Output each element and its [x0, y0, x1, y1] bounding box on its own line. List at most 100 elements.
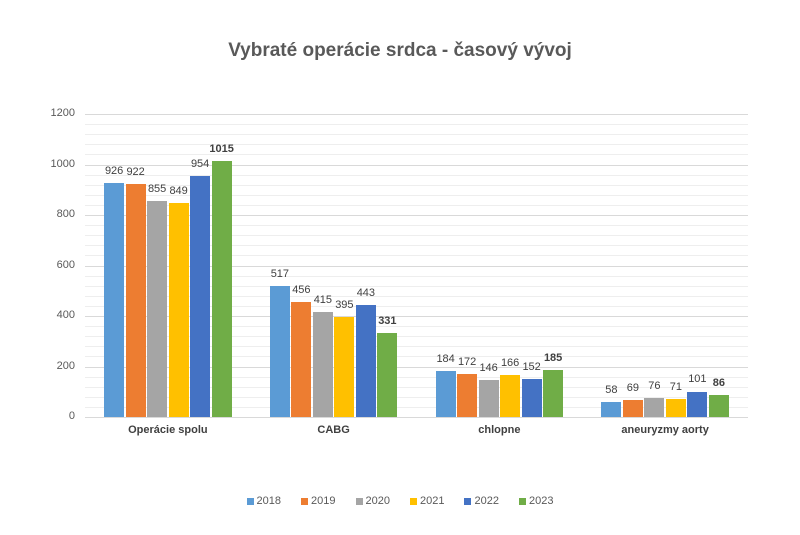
- data-label: 517: [270, 268, 290, 281]
- bar-2019: [125, 184, 146, 417]
- bar-2020: [312, 312, 333, 417]
- category-label: CABG: [317, 424, 350, 436]
- gridline: [85, 265, 748, 267]
- data-label: 152: [522, 360, 541, 373]
- bar-2018: [601, 402, 622, 417]
- bar-2022: [190, 176, 211, 417]
- data-label: 146: [479, 362, 498, 375]
- gridline: [85, 174, 748, 176]
- legend-label: 2019: [311, 495, 336, 507]
- bar-2018: [269, 286, 290, 417]
- data-label: 954: [190, 158, 210, 171]
- bar-2021: [334, 317, 355, 417]
- category-label: Operácie spolu: [128, 424, 208, 436]
- data-label: 415: [313, 294, 333, 307]
- bar-2021: [500, 375, 521, 417]
- bar-2022: [521, 378, 542, 417]
- bar-2020: [147, 201, 168, 417]
- data-label: 172: [457, 355, 477, 368]
- data-label: 456: [292, 283, 311, 296]
- gridline: [85, 326, 748, 328]
- gridline: [85, 346, 748, 348]
- bar-2021: [168, 202, 189, 417]
- y-tick-label: 200: [56, 359, 75, 372]
- y-tick-label: 1200: [50, 107, 75, 119]
- gridline: [85, 204, 748, 206]
- plot-area: 926 922 855 849 954 1015 517 456 415 395 443 331 184…: [85, 114, 748, 418]
- gridline: [85, 305, 748, 307]
- bar-2023: [377, 333, 398, 417]
- data-label: 58: [605, 384, 618, 397]
- gridline: [85, 336, 748, 338]
- gridline: [85, 215, 748, 216]
- data-label: 69: [626, 381, 639, 394]
- y-tick-label: 1000: [50, 157, 75, 170]
- data-label: 76: [648, 379, 661, 392]
- bar-2019: [291, 301, 312, 417]
- data-label: 166: [500, 357, 520, 370]
- y-tick-label: 800: [56, 208, 75, 220]
- gridline: [85, 124, 748, 126]
- bar-2020: [644, 397, 665, 417]
- data-label: 1015: [209, 142, 234, 155]
- data-label: 71: [669, 381, 682, 394]
- legend-label: 2018: [256, 495, 282, 507]
- gridline: [85, 295, 748, 297]
- gridline: [85, 406, 748, 408]
- data-label: 185: [543, 352, 563, 365]
- y-tick-label: 0: [68, 410, 75, 422]
- legend-swatch: [410, 497, 417, 505]
- gridline: [85, 184, 748, 186]
- gridline: [85, 366, 748, 368]
- bar-2023: [543, 370, 564, 417]
- gridline: [85, 114, 748, 115]
- gridline: [85, 356, 748, 358]
- gridline: [85, 134, 748, 136]
- gridline: [85, 376, 748, 378]
- legend-item-2019: 2019: [301, 495, 336, 507]
- data-label: 443: [356, 287, 376, 300]
- gridline: [85, 255, 748, 257]
- category-label: chlopne: [478, 424, 521, 436]
- chart-title: Vybraté operácie srdca - časový vývoj: [228, 40, 572, 61]
- gridline: [85, 245, 748, 247]
- data-label: 184: [436, 352, 455, 365]
- data-label: 922: [126, 166, 145, 179]
- legend: 2018 2019 2020 2021 2022 2023: [0, 495, 800, 507]
- gridline: [85, 225, 748, 227]
- bar-2020: [478, 380, 499, 417]
- gridline: [85, 164, 748, 166]
- legend-item-2020: 2020: [355, 495, 390, 507]
- data-label: 849: [169, 184, 188, 197]
- legend-swatch: [355, 497, 363, 505]
- bar-2019: [622, 399, 643, 417]
- legend-label: 2021: [420, 495, 445, 507]
- category-label: aneuryzmy aorty: [621, 424, 709, 436]
- legend-swatch: [518, 497, 526, 505]
- bar-2022: [687, 391, 708, 417]
- data-label: 395: [335, 299, 354, 312]
- data-label: 86: [712, 377, 725, 390]
- gridline: [85, 275, 748, 277]
- legend-swatch: [464, 497, 472, 505]
- legend-item-2022: 2022: [464, 495, 499, 507]
- bar-2021: [665, 399, 686, 417]
- data-label: 101: [688, 373, 707, 386]
- bar-2019: [457, 373, 478, 417]
- y-tick-label: 600: [56, 258, 75, 271]
- bar-2022: [355, 305, 376, 417]
- legend-label: 2020: [365, 495, 390, 507]
- gridline: [85, 144, 748, 146]
- data-label: 331: [378, 315, 397, 328]
- bar-2018: [104, 183, 125, 417]
- gridline: [85, 386, 748, 388]
- gridline: [85, 194, 748, 196]
- gridline: [85, 396, 748, 398]
- data-label: 926: [104, 165, 124, 178]
- gridline: [85, 285, 748, 287]
- y-tick-label: 400: [56, 309, 75, 321]
- legend-item-2018: 2018: [246, 495, 282, 507]
- legend-swatch: [246, 497, 254, 505]
- legend-item-2021: 2021: [410, 495, 444, 507]
- data-label: 855: [147, 183, 167, 196]
